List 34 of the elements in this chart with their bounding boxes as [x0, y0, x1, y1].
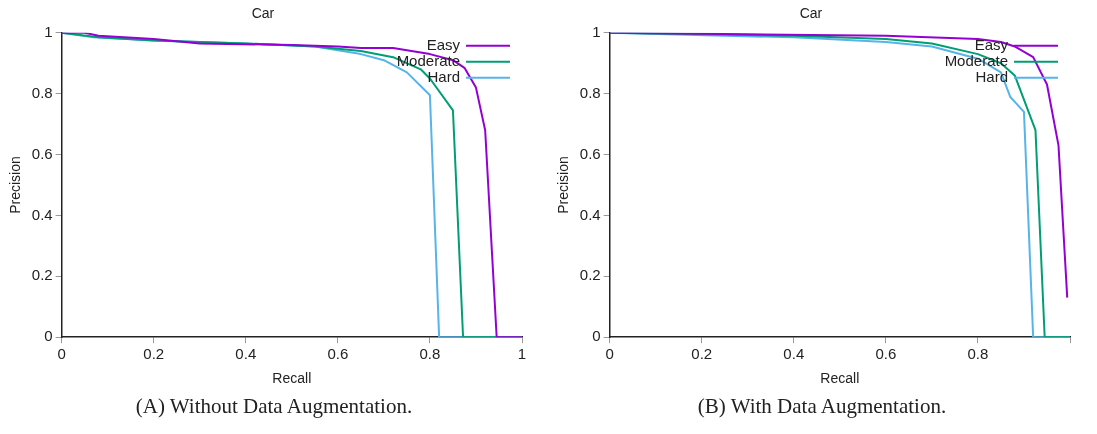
y-axis-title: Precision [555, 156, 572, 214]
x-tick-label: 0.4 [783, 345, 805, 363]
x-tick-label: 0.6 [875, 345, 897, 363]
x-tick-label: 0.8 [419, 345, 441, 363]
y-tick-label: 0.8 [31, 83, 53, 101]
x-tick-label: 0 [57, 345, 66, 363]
text: (B) With Data Augmentation. [697, 394, 947, 419]
y-tick-label: 1 [44, 22, 53, 40]
y-tick-label: 0.4 [31, 205, 53, 223]
y-tick-label: 0.6 [31, 144, 53, 162]
legend-label: Easy [426, 35, 461, 53]
y-tick-label: 0.8 [579, 83, 601, 101]
x-tick-label: 1 [517, 345, 527, 363]
x-tick-label: 0.2 [691, 345, 713, 363]
text: (A) Without Data Augmentation. [135, 394, 413, 419]
x-axis-title: Recall [820, 370, 860, 387]
y-tick-label: 0.6 [579, 144, 601, 162]
y-tick-label: 0.4 [579, 205, 601, 223]
y-tick-label: 0.2 [31, 266, 53, 284]
y-tick-label: 0.2 [579, 266, 601, 284]
y-tick-label: 0 [44, 327, 53, 345]
y-tick-label: 0 [592, 327, 601, 345]
y-tick-label: 1 [592, 22, 601, 40]
x-tick-label: 0.2 [143, 345, 165, 363]
x-axis-title: Recall [272, 370, 312, 387]
x-tick-label: 0.8 [967, 345, 989, 363]
x-tick-label: 0.4 [235, 345, 257, 363]
x-tick-label: 0 [605, 345, 614, 363]
chart-title: Car [251, 5, 275, 22]
x-tick-label: 0.6 [327, 345, 349, 363]
chart-title: Car [799, 5, 823, 22]
legend-label: Easy [974, 35, 1009, 53]
legend-label: Hard [427, 67, 460, 85]
y-axis-title: Precision [7, 156, 24, 214]
